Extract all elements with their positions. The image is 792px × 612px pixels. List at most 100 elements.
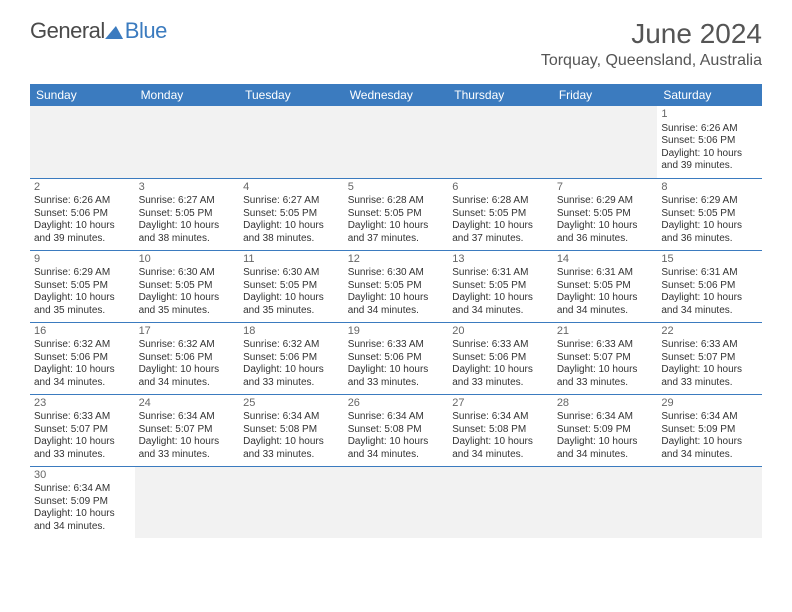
calendar-cell: 19Sunrise: 6:33 AMSunset: 5:06 PMDayligh… [344, 322, 449, 394]
cell-dl2: and 34 minutes. [452, 305, 549, 318]
day-number: 4 [243, 181, 340, 195]
cell-sunrise: Sunrise: 6:30 AM [348, 267, 445, 280]
cell-dl1: Daylight: 10 hours [348, 220, 445, 233]
day-number: 12 [348, 253, 445, 267]
cell-sunset: Sunset: 5:06 PM [243, 352, 340, 365]
calendar-cell: 8Sunrise: 6:29 AMSunset: 5:05 PMDaylight… [657, 178, 762, 250]
calendar-cell: 11Sunrise: 6:30 AMSunset: 5:05 PMDayligh… [239, 250, 344, 322]
cell-sunset: Sunset: 5:05 PM [34, 280, 131, 293]
cell-dl1: Daylight: 10 hours [661, 364, 758, 377]
cell-sunset: Sunset: 5:05 PM [243, 280, 340, 293]
cell-sunset: Sunset: 5:05 PM [452, 280, 549, 293]
day-number: 11 [243, 253, 340, 267]
cell-sunset: Sunset: 5:09 PM [661, 424, 758, 437]
cell-dl2: and 33 minutes. [557, 377, 654, 390]
cell-sunset: Sunset: 5:08 PM [243, 424, 340, 437]
calendar-cell: 10Sunrise: 6:30 AMSunset: 5:05 PMDayligh… [135, 250, 240, 322]
cell-sunset: Sunset: 5:05 PM [243, 208, 340, 221]
cell-dl2: and 37 minutes. [452, 233, 549, 246]
day-number: 16 [34, 325, 131, 339]
cell-sunrise: Sunrise: 6:29 AM [557, 195, 654, 208]
cell-sunset: Sunset: 5:05 PM [348, 280, 445, 293]
calendar-cell: 14Sunrise: 6:31 AMSunset: 5:05 PMDayligh… [553, 250, 658, 322]
cell-dl1: Daylight: 10 hours [34, 364, 131, 377]
cell-sunset: Sunset: 5:05 PM [139, 280, 236, 293]
logo-triangle-icon [105, 26, 125, 39]
cell-sunrise: Sunrise: 6:34 AM [139, 411, 236, 424]
calendar-cell: 20Sunrise: 6:33 AMSunset: 5:06 PMDayligh… [448, 322, 553, 394]
calendar-row: 16Sunrise: 6:32 AMSunset: 5:06 PMDayligh… [30, 322, 762, 394]
cell-sunset: Sunset: 5:06 PM [348, 352, 445, 365]
day-number: 22 [661, 325, 758, 339]
cell-sunrise: Sunrise: 6:31 AM [661, 267, 758, 280]
calendar-cell [657, 466, 762, 538]
cell-sunrise: Sunrise: 6:30 AM [243, 267, 340, 280]
cell-dl2: and 37 minutes. [348, 233, 445, 246]
cell-sunset: Sunset: 5:06 PM [34, 208, 131, 221]
cell-dl2: and 33 minutes. [243, 377, 340, 390]
cell-dl1: Daylight: 10 hours [661, 220, 758, 233]
cell-sunrise: Sunrise: 6:31 AM [452, 267, 549, 280]
cell-sunrise: Sunrise: 6:29 AM [661, 195, 758, 208]
cell-sunrise: Sunrise: 6:30 AM [139, 267, 236, 280]
cell-dl2: and 34 minutes. [557, 305, 654, 318]
cell-dl2: and 36 minutes. [661, 233, 758, 246]
cell-sunrise: Sunrise: 6:31 AM [557, 267, 654, 280]
cell-dl1: Daylight: 10 hours [139, 436, 236, 449]
calendar-cell [448, 466, 553, 538]
calendar-cell [239, 106, 344, 178]
cell-sunrise: Sunrise: 6:29 AM [34, 267, 131, 280]
cell-dl2: and 33 minutes. [139, 449, 236, 462]
col-wednesday: Wednesday [344, 84, 449, 106]
col-monday: Monday [135, 84, 240, 106]
cell-sunrise: Sunrise: 6:27 AM [139, 195, 236, 208]
day-number: 25 [243, 397, 340, 411]
cell-sunset: Sunset: 5:05 PM [348, 208, 445, 221]
cell-dl1: Daylight: 10 hours [661, 148, 758, 161]
calendar-cell: 30Sunrise: 6:34 AMSunset: 5:09 PMDayligh… [30, 466, 135, 538]
day-number: 17 [139, 325, 236, 339]
cell-sunrise: Sunrise: 6:32 AM [243, 339, 340, 352]
day-number: 24 [139, 397, 236, 411]
cell-dl1: Daylight: 10 hours [34, 508, 131, 521]
day-number: 18 [243, 325, 340, 339]
cell-dl2: and 38 minutes. [139, 233, 236, 246]
day-number: 10 [139, 253, 236, 267]
cell-sunrise: Sunrise: 6:33 AM [661, 339, 758, 352]
cell-dl1: Daylight: 10 hours [348, 436, 445, 449]
day-number: 26 [348, 397, 445, 411]
cell-sunset: Sunset: 5:09 PM [34, 496, 131, 509]
cell-sunrise: Sunrise: 6:26 AM [34, 195, 131, 208]
cell-dl1: Daylight: 10 hours [243, 292, 340, 305]
cell-dl2: and 34 minutes. [34, 377, 131, 390]
calendar-cell: 21Sunrise: 6:33 AMSunset: 5:07 PMDayligh… [553, 322, 658, 394]
day-number: 20 [452, 325, 549, 339]
logo-text-general: General [30, 18, 105, 44]
cell-sunset: Sunset: 5:06 PM [452, 352, 549, 365]
cell-sunset: Sunset: 5:05 PM [557, 280, 654, 293]
cell-dl1: Daylight: 10 hours [452, 292, 549, 305]
cell-sunset: Sunset: 5:05 PM [557, 208, 654, 221]
cell-sunrise: Sunrise: 6:33 AM [452, 339, 549, 352]
cell-dl2: and 38 minutes. [243, 233, 340, 246]
day-number: 30 [34, 469, 131, 483]
cell-dl1: Daylight: 10 hours [452, 364, 549, 377]
day-number: 9 [34, 253, 131, 267]
cell-sunset: Sunset: 5:07 PM [34, 424, 131, 437]
logo-text-blue: Blue [125, 18, 167, 44]
cell-sunrise: Sunrise: 6:32 AM [139, 339, 236, 352]
cell-dl1: Daylight: 10 hours [661, 436, 758, 449]
calendar-row: 1Sunrise: 6:26 AMSunset: 5:06 PMDaylight… [30, 106, 762, 178]
day-number: 21 [557, 325, 654, 339]
day-number: 13 [452, 253, 549, 267]
cell-dl1: Daylight: 10 hours [243, 436, 340, 449]
calendar-cell [344, 466, 449, 538]
cell-dl2: and 33 minutes. [348, 377, 445, 390]
cell-dl1: Daylight: 10 hours [34, 220, 131, 233]
cell-sunset: Sunset: 5:08 PM [348, 424, 445, 437]
cell-sunrise: Sunrise: 6:34 AM [243, 411, 340, 424]
location: Torquay, Queensland, Australia [541, 52, 762, 70]
calendar-cell: 12Sunrise: 6:30 AMSunset: 5:05 PMDayligh… [344, 250, 449, 322]
cell-dl1: Daylight: 10 hours [348, 364, 445, 377]
cell-dl2: and 34 minutes. [661, 305, 758, 318]
